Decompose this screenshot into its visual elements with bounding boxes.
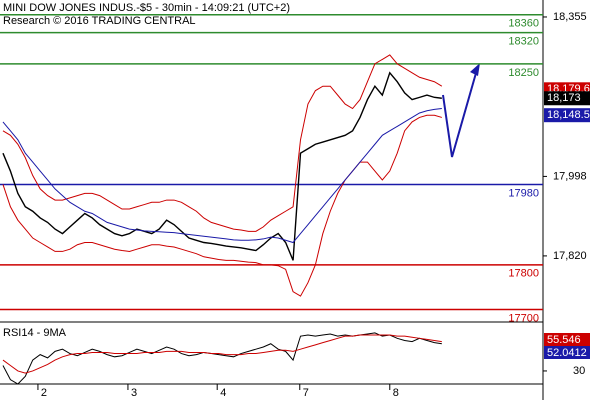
rsi-tick-label: 30 (573, 365, 585, 377)
series-line (2, 334, 442, 374)
price-tag-label: 18,148.5 (547, 109, 590, 121)
level-label: 17800 (508, 268, 539, 280)
y-tick-label: 18,355 (553, 11, 587, 23)
price-tag-label: 18,173 (547, 92, 581, 104)
series-line (2, 54, 443, 232)
price-tag (544, 108, 590, 123)
x-tick-label: 8 (393, 387, 399, 399)
rsi-tag-label: 55.546 (547, 334, 581, 346)
x-tick-label: 3 (131, 387, 137, 399)
x-tick-label: 7 (303, 387, 309, 399)
series-line (2, 71, 442, 261)
series-line (2, 332, 442, 385)
rsi-tag (544, 333, 590, 346)
level-label: 17700 (508, 312, 539, 324)
x-tick-label: 2 (41, 387, 47, 399)
rsi-title: RSI14 - 9MA (3, 327, 67, 339)
level-label: 18320 (508, 36, 539, 48)
rsi-tag-label: 52.0412 (547, 347, 587, 359)
level-label: 18250 (508, 67, 539, 79)
chart-subtitle: Research © 2016 TRADING CENTRAL (3, 15, 196, 27)
projection-arrow (442, 65, 479, 158)
x-tick-label: 4 (220, 387, 226, 399)
series-line (2, 108, 442, 244)
level-label: 18360 (508, 18, 539, 30)
rsi-tag (544, 346, 590, 359)
series-line (2, 114, 442, 297)
chart-title: MINI DOW JONES INDUS.-$5 - 30min - 14:09… (3, 2, 290, 14)
arrow-head (470, 63, 480, 76)
price-tag (544, 91, 590, 106)
y-tick-label: 17,998 (553, 170, 587, 182)
level-label: 17980 (508, 187, 539, 199)
y-tick-label: 17,820 (553, 250, 587, 262)
